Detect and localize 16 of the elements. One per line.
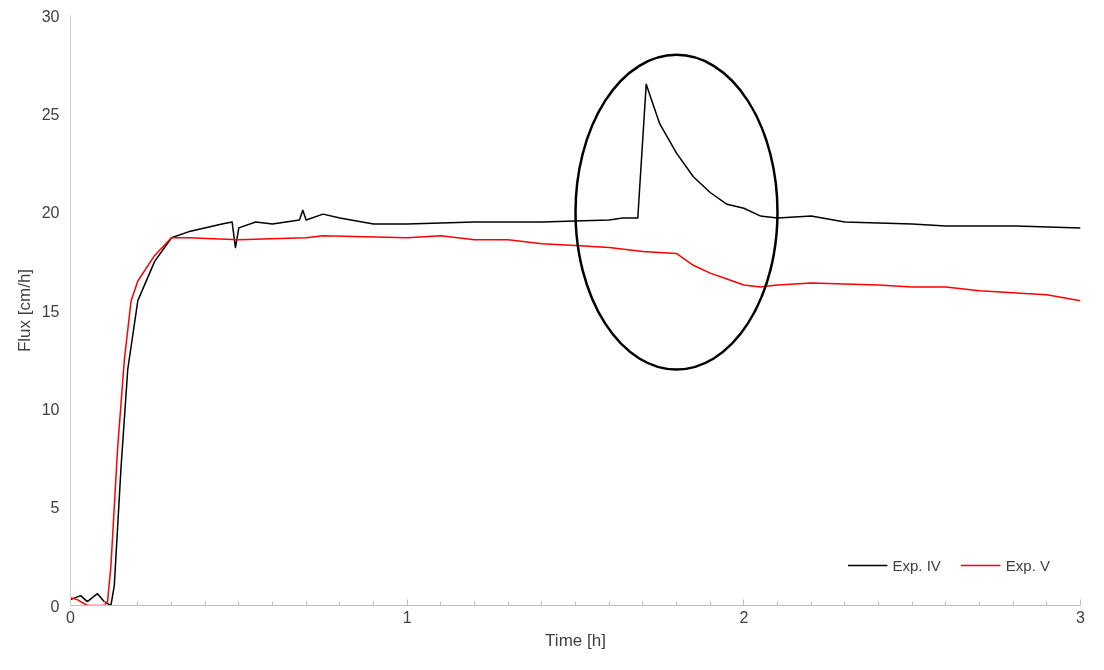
- y-tick-label: 25: [41, 105, 60, 123]
- legend-label: Exp. IV: [892, 556, 941, 574]
- x-axis-title: Time [h]: [545, 630, 606, 650]
- y-tick-label: 20: [41, 204, 60, 222]
- x-tick-label: 0: [66, 608, 76, 626]
- x-tick-label: 2: [739, 608, 749, 626]
- y-axis-title: Flux [cm/h]: [14, 268, 34, 353]
- y-tick-label: 15: [41, 302, 60, 320]
- x-tick-label: 1: [402, 608, 412, 626]
- line-series: [70, 235, 1081, 606]
- y-tick-label: 10: [41, 400, 60, 418]
- y-tick-label: 0: [50, 597, 60, 615]
- legend-label: Exp. V: [1005, 556, 1050, 574]
- x-tick-label: 3: [1076, 608, 1086, 626]
- y-tick-label: 30: [41, 7, 60, 25]
- y-tick-label: 5: [50, 499, 60, 517]
